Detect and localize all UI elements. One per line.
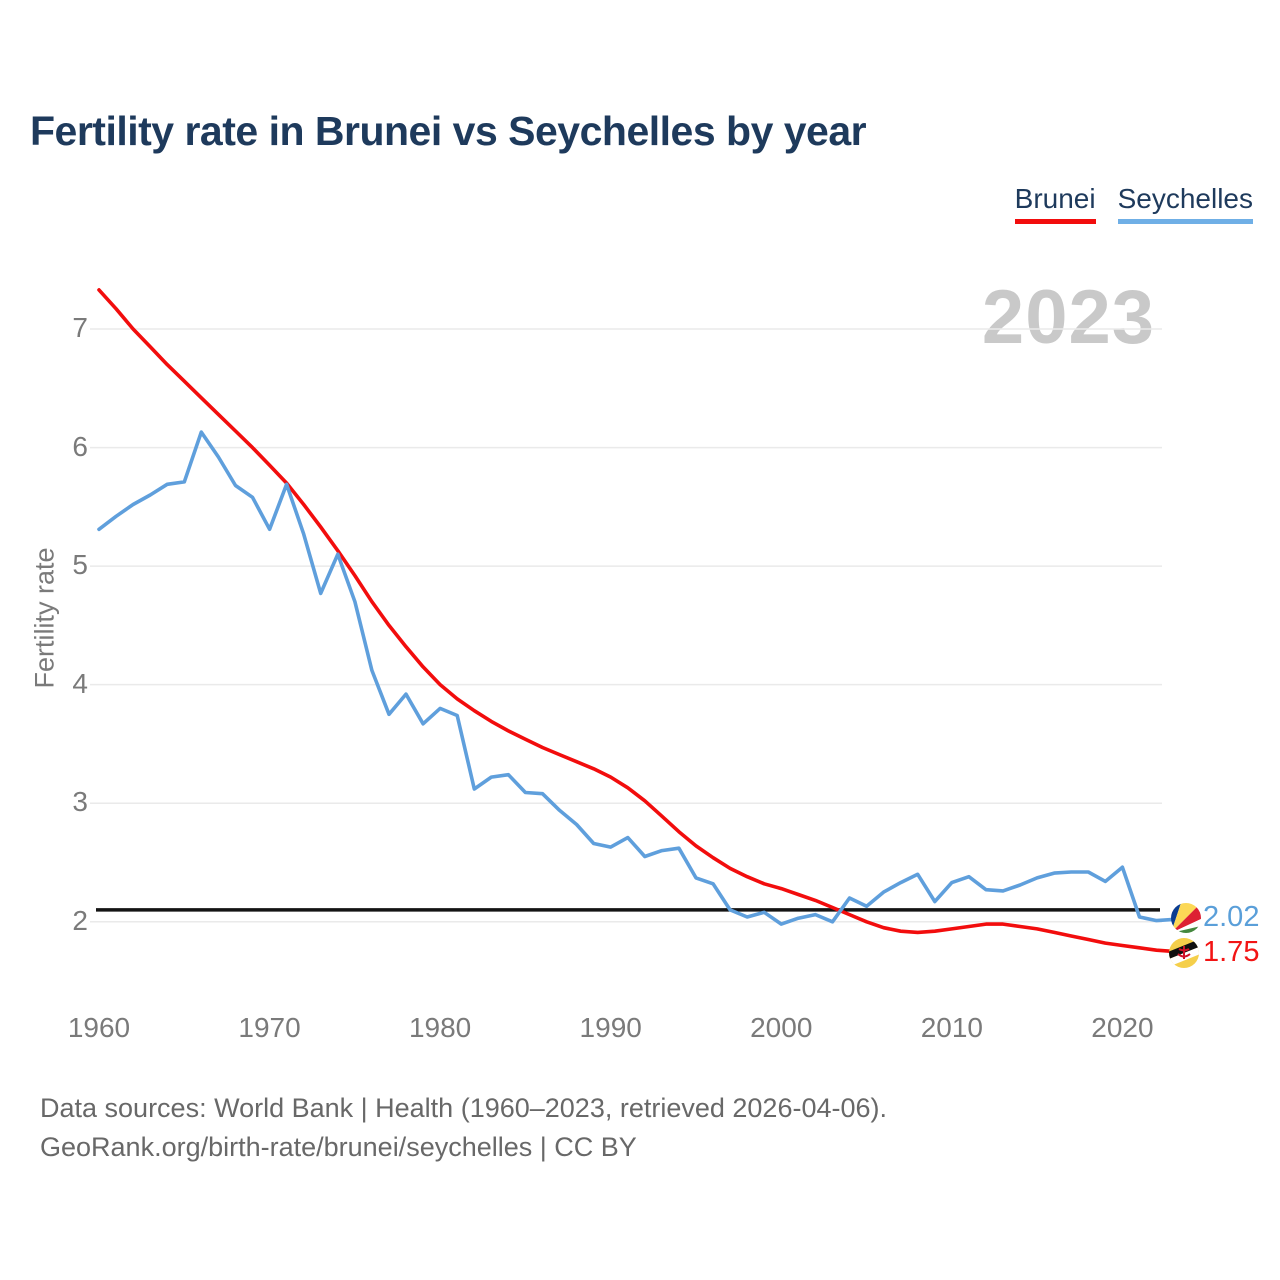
x-tick-label-1970: 1970 bbox=[238, 1012, 301, 1043]
x-tick-label-1980: 1980 bbox=[408, 1012, 472, 1043]
x-tick-label-1960: 1960 bbox=[67, 1012, 131, 1043]
y-tick-label-2: 2 bbox=[72, 904, 88, 936]
footer: Data sources: World Bank | Health (1960–… bbox=[40, 1089, 887, 1167]
x-tick-label-2010: 2010 bbox=[920, 1012, 983, 1043]
page-title: Fertility rate in Brunei vs Seychelles b… bbox=[30, 108, 867, 154]
legend-item-brunei[interactable]: Brunei bbox=[1014, 183, 1096, 224]
y-tick-label-7: 7 bbox=[72, 312, 88, 343]
brunei-flag-icon bbox=[1169, 938, 1199, 968]
seychelles-line bbox=[97, 430, 1176, 926]
seychelles-flag-icon bbox=[1171, 903, 1201, 933]
y-tick-label-6: 6 bbox=[72, 430, 88, 462]
x-tick-label-2000: 2000 bbox=[750, 1012, 813, 1043]
brunei-end-value: 1.75 bbox=[1203, 936, 1260, 968]
legend: Brunei Seychelles bbox=[1014, 183, 1253, 224]
y-tick-label-3: 3 bbox=[72, 786, 88, 818]
x-tick-label-2020: 2020 bbox=[1091, 1012, 1154, 1043]
series-layer bbox=[97, 288, 1176, 954]
footer-source-line: Data sources: World Bank | Health (1960–… bbox=[40, 1093, 887, 1123]
legend-item-seychelles[interactable]: Seychelles bbox=[1117, 183, 1253, 224]
brunei-line bbox=[97, 288, 1176, 954]
y-tick-label-5: 5 bbox=[72, 549, 88, 581]
footer-license-line: GeoRank.org/birth-rate/brunei/seychelles… bbox=[40, 1132, 637, 1162]
seychelles-end-value: 2.02 bbox=[1203, 901, 1260, 933]
gridlines-layer bbox=[90, 328, 1162, 923]
x-tick-label-1990: 1990 bbox=[579, 1012, 642, 1043]
watermark-year: 2023 bbox=[981, 275, 1155, 360]
y-tick-label-4: 4 bbox=[72, 667, 88, 699]
